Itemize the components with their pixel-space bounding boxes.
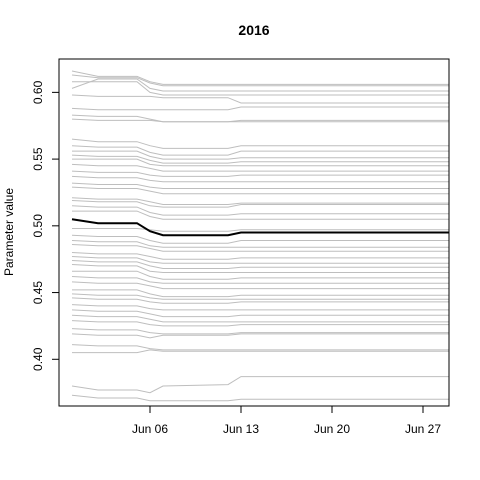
ensemble-series-line-8 [71, 118, 449, 123]
ensemble-series-line-26 [71, 244, 449, 252]
ensemble-series-line-27 [71, 252, 449, 260]
ensemble-series-line-31 [72, 270, 449, 280]
ensemble-series-line-7 [71, 114, 449, 123]
ensemble-series-line-43 [71, 344, 449, 351]
ensemble-series-line-6 [71, 106, 449, 111]
y-tick-label: 0.50 [31, 214, 45, 238]
ensemble-series-line-35 [71, 293, 449, 300]
ensemble-series-line-29 [71, 260, 449, 269]
ensemble-series-line-21 [71, 205, 449, 216]
ensemble-series-line-42 [71, 333, 449, 339]
ensemble-series-line-41 [71, 328, 449, 335]
ensemble-series-line-12 [71, 154, 449, 164]
ensemble-series-line-20 [71, 200, 449, 208]
ensemble-series-line-30 [71, 264, 449, 273]
ensemble-series-line-11 [72, 150, 449, 160]
series-layer [71, 70, 449, 402]
ensemble-series-line-24 [71, 234, 449, 244]
ensemble-series-line-4 [71, 78, 449, 92]
ensemble-series-line-15 [71, 170, 449, 177]
ensemble-series-line-46 [71, 394, 449, 402]
y-tick-label: 0.40 [31, 347, 45, 371]
y-tick-label: 0.60 [31, 80, 45, 104]
ensemble-series-line-1 [71, 70, 449, 85]
chart-title: 2016 [238, 22, 269, 38]
ensemble-series-line-13 [72, 158, 449, 167]
ensemble-series-line-14 [71, 163, 449, 172]
ensemble-series-line-5 [71, 94, 449, 104]
plot-frame [58, 58, 450, 407]
ensemble-series-line-37 [71, 304, 449, 311]
ensemble-series-line-38 [71, 309, 449, 318]
ensemble-series-line-36 [71, 297, 449, 304]
x-tick-label: Jun 13 [223, 422, 259, 436]
ensemble-series-line-3 [72, 81, 449, 96]
ensemble-series-line-9 [71, 138, 449, 149]
ensemble-series-line-32 [71, 276, 449, 284]
ensemble-series-line-18 [71, 186, 449, 195]
x-tick-label: Jun 20 [314, 422, 350, 436]
ensemble-series-line-45 [71, 376, 449, 394]
ensemble-series-line-39 [71, 314, 449, 323]
ensemble-series-line-16 [71, 175, 449, 183]
x-tick-label: Jun 06 [132, 422, 168, 436]
ensemble-series-line-33 [71, 281, 449, 290]
ensemble-series-line-34 [72, 289, 449, 298]
ensemble-series-line-2 [71, 74, 449, 87]
ensemble-series-line-17 [71, 182, 449, 189]
ensemble-series-line-22 [72, 210, 449, 220]
ensemble-series-line-25 [71, 240, 449, 248]
y-axis-label: Parameter value [2, 188, 16, 276]
highlight-series-line [71, 218, 449, 237]
ensemble-series-line-10 [71, 145, 449, 156]
ensemble-series-line-28 [71, 256, 449, 264]
ensemble-series-line-23 [72, 228, 449, 232]
x-tick-label: Jun 27 [405, 422, 441, 436]
ensemble-series-line-44 [72, 349, 449, 354]
ensemble-series-line-40 [71, 320, 449, 327]
y-tick-label: 0.45 [31, 281, 45, 305]
y-tick-label: 0.55 [31, 147, 45, 171]
ensemble-series-line-19 [71, 197, 449, 205]
